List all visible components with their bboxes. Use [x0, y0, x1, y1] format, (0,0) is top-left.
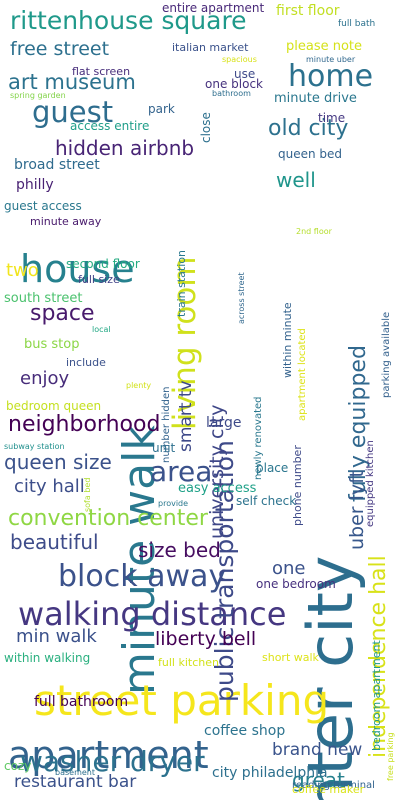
word-spacious: spacious — [222, 55, 257, 64]
word-free-street: free street — [10, 38, 110, 60]
word-city-hall: city hall — [14, 476, 85, 497]
word-brand-new: brand new — [272, 740, 363, 760]
word-bedroom-queen: bedroom queen — [6, 399, 102, 413]
word-guest-access: guest access — [4, 199, 82, 213]
word-convention-center: convention center — [8, 506, 208, 531]
word-access-entire: access entire — [70, 119, 150, 133]
word-space: space — [30, 301, 95, 326]
word-block-away: block away — [58, 559, 227, 594]
word-smart-tv: smart tv — [176, 380, 196, 452]
word-neighborhood: neighborhood — [8, 412, 161, 437]
word-street-parking: street parking — [34, 676, 330, 725]
word-place: place — [256, 461, 289, 475]
word-cozy: cozy — [4, 759, 32, 773]
word-phone-number: phone number — [291, 445, 304, 526]
word-basement: basement — [55, 768, 95, 777]
word-italian-market: italian market — [172, 41, 249, 54]
word-park: park — [148, 102, 175, 116]
word-provide: provide — [158, 499, 189, 508]
word-reading-terminal: reading terminal — [292, 780, 375, 791]
word-flat-screen: flat screen — [72, 65, 131, 78]
word-liberty-bell: liberty bell — [155, 628, 257, 650]
word-easy-access: easy access — [178, 481, 257, 496]
word-queen-bed: queen bed — [278, 147, 343, 161]
word-well: well — [276, 168, 316, 192]
word-rittenhouse-square: rittenhouse square — [10, 6, 247, 35]
word-great: great — [292, 768, 345, 792]
word-guest: guest — [32, 95, 114, 129]
word-minute-uber: minute uber — [306, 55, 356, 64]
word-city-philadelphia: city philadelphia — [212, 765, 328, 781]
word-one-block: one block — [205, 77, 263, 91]
word-full-bathroom: full bathroom — [34, 694, 129, 710]
word-washer-dryer: washer dryer — [20, 745, 205, 778]
word-parking-available: parking available — [381, 311, 392, 398]
word-coffee-maker: coffee maker — [292, 783, 365, 796]
word-restaurant-bar: restaurant bar — [14, 772, 137, 792]
word-area: area — [150, 455, 213, 488]
word-philly: philly — [16, 177, 54, 193]
word-self-check: self check — [236, 494, 297, 508]
word-within-walking: within walking — [4, 651, 91, 665]
word-min-walk: min walk — [16, 626, 97, 647]
word-queen-size: queen size — [4, 450, 112, 474]
word-spring-garden: spring garden — [10, 91, 66, 100]
word-train-station: train station — [175, 250, 188, 317]
word-subway-station: subway station — [4, 442, 65, 451]
word-across-street: across street — [237, 272, 246, 324]
word-south-street: south street — [4, 291, 83, 306]
word-apartment-located: apartment located — [297, 328, 308, 421]
word-enjoy: enjoy — [20, 368, 70, 389]
word-one-bedroom: one bedroom — [256, 577, 336, 591]
word-beautiful: beautiful — [10, 530, 99, 554]
word-bus-stop: bus stop — [24, 337, 80, 352]
word-minute-drive: minute drive — [274, 91, 357, 106]
word-bathroom: bathroom — [212, 89, 251, 98]
word-2nd-floor: 2nd floor — [296, 227, 332, 236]
word-coffee-shop: coffee shop — [204, 723, 286, 739]
word-walking-distance: walking distance — [18, 595, 287, 633]
word-unit: unit — [152, 441, 176, 455]
word-entire-apartment: entire apartment — [162, 1, 265, 15]
word-broad-street: broad street — [14, 157, 100, 173]
word-please-note: please note — [286, 39, 363, 54]
word-equipped-kitchen: equipped kitchen — [365, 440, 376, 527]
word-first-floor: first floor — [276, 3, 340, 19]
word-hidden-airbnb: hidden airbnb — [55, 136, 195, 160]
word-art-museum: art museum — [8, 70, 136, 94]
word-sofa-bed: sofa bed — [83, 477, 92, 512]
word-close: close — [199, 112, 213, 143]
word-within-minute: within minute — [281, 302, 294, 378]
word-apartment: apartment — [8, 733, 209, 777]
word-use: use — [234, 67, 256, 81]
word-two: two — [6, 260, 39, 281]
word-short-walk: short walk — [262, 651, 319, 664]
word-full-bath: full bath — [338, 19, 376, 29]
word-full-size: full size — [78, 273, 120, 286]
word-full-kitchen: full kitchen — [158, 656, 219, 669]
word-size-bed: size bed — [138, 538, 221, 562]
word-free-parking: free parking — [386, 732, 395, 781]
word-bedroom-apartment: bedroom apartment — [370, 640, 383, 751]
word-one: one — [272, 558, 306, 579]
word-house: house — [20, 247, 135, 291]
word-home: home — [288, 59, 374, 94]
word-local: local — [92, 325, 111, 334]
word-large: large — [206, 415, 242, 431]
word-include: include — [66, 356, 106, 369]
word-time: time — [318, 111, 346, 125]
word-plenty: plenty — [126, 381, 152, 390]
word-second-floor: second floor — [66, 257, 140, 271]
word-old-city: old city — [268, 116, 349, 141]
word-minute-away: minute away — [30, 215, 102, 228]
